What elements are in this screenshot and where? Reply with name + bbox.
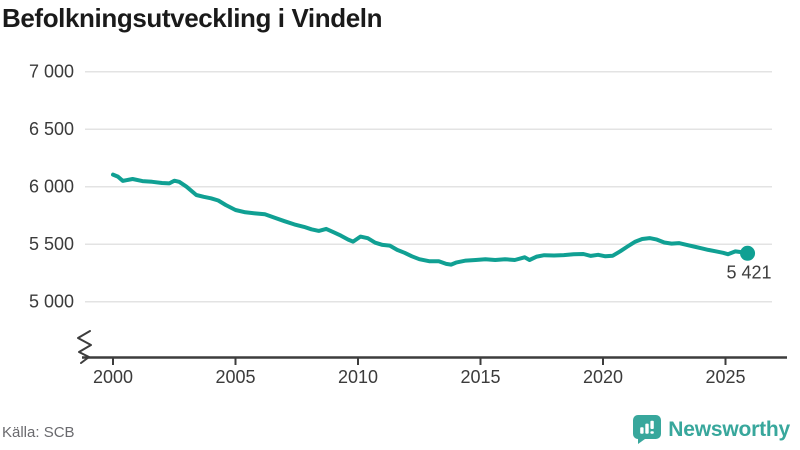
chart-title: Befolkningsutveckling i Vindeln	[2, 3, 383, 33]
x-tick-label: 2000	[93, 367, 133, 387]
y-tick-label: 7 000	[29, 62, 74, 82]
newsworthy-brand-text: Newsworthy	[668, 417, 790, 441]
newsworthy-logo-icon	[633, 415, 662, 444]
axis-break-icon	[77, 330, 92, 364]
newsworthy-logo: Newsworthy	[633, 415, 790, 444]
population-line	[111, 172, 750, 267]
x-tick-label: 2015	[460, 367, 500, 387]
x-tick-label: 2020	[583, 367, 623, 387]
x-tick-label: 2005	[215, 367, 255, 387]
y-tick-label: 6 500	[29, 119, 74, 139]
latest-value-label: 5 421	[727, 262, 772, 282]
y-tick-label: 5 000	[29, 292, 74, 312]
y-tick-label: 6 000	[29, 177, 74, 197]
x-tick-label: 2010	[338, 367, 378, 387]
source-label: Källa: SCB	[2, 424, 75, 441]
y-tick-label: 5 500	[29, 234, 74, 254]
latest-point-dot	[740, 245, 756, 261]
x-tick-label: 2025	[705, 367, 745, 387]
